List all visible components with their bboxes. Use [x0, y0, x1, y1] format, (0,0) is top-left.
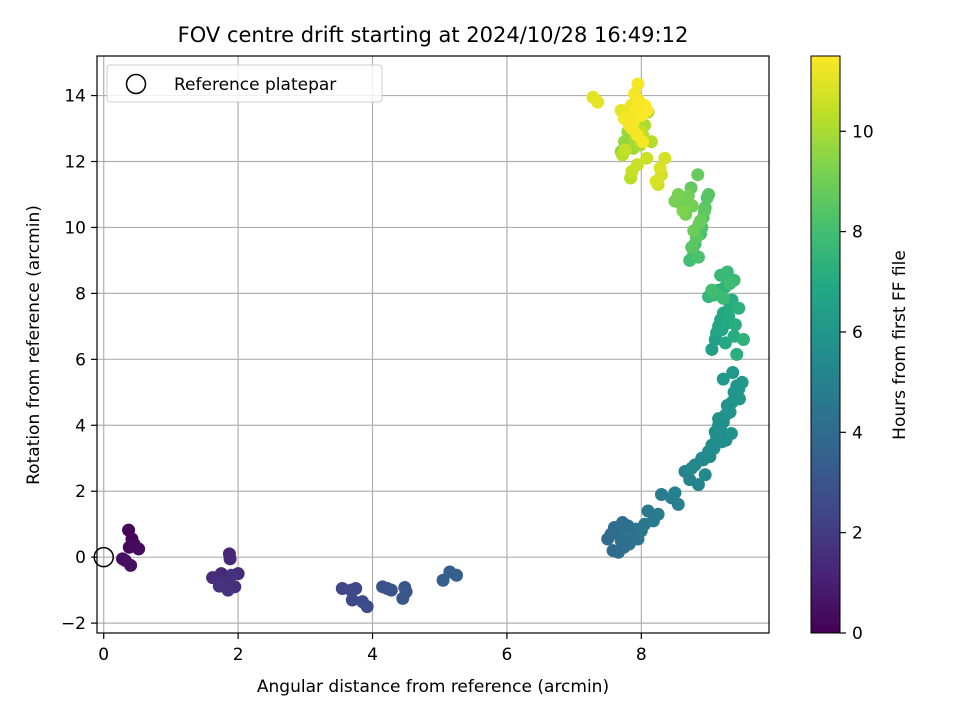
- chart-title: FOV centre drift starting at 2024/10/28 …: [178, 23, 689, 47]
- data-point: [732, 392, 746, 406]
- data-point: [681, 189, 695, 203]
- data-point: [224, 568, 238, 582]
- data-points: [116, 77, 750, 614]
- data-point: [384, 583, 398, 597]
- data-point: [697, 204, 711, 218]
- data-point: [212, 579, 226, 593]
- data-point: [685, 240, 699, 254]
- data-point: [349, 581, 363, 595]
- data-point: [641, 504, 655, 518]
- data-point: [654, 488, 668, 502]
- data-point: [618, 143, 632, 157]
- colorbar-gradient: [810, 55, 841, 634]
- data-point: [705, 283, 719, 297]
- data-point: [625, 529, 639, 543]
- y-axis-ticks: −2 0 2 4 6 8 10 12 14: [61, 87, 97, 634]
- data-point: [730, 347, 744, 361]
- colorbar-tick-label: 10: [852, 122, 874, 142]
- colorbar-ticks: 0 2 4 6 8 10: [840, 122, 874, 644]
- plot-frame: [96, 55, 770, 634]
- data-point: [671, 497, 685, 511]
- data-point: [631, 77, 645, 91]
- data-point: [691, 168, 705, 182]
- y-tick-label: 10: [64, 218, 86, 238]
- x-tick-label: 8: [636, 645, 647, 665]
- data-point: [630, 158, 644, 172]
- data-point: [658, 151, 672, 165]
- data-point: [640, 151, 654, 165]
- data-point: [724, 427, 738, 441]
- data-point: [723, 405, 737, 419]
- data-point: [707, 441, 721, 455]
- data-point: [691, 250, 705, 264]
- data-point: [626, 115, 640, 129]
- data-point: [649, 174, 663, 188]
- data-point: [732, 301, 746, 315]
- data-point: [450, 568, 464, 582]
- data-point: [360, 600, 374, 614]
- data-point: [132, 542, 146, 556]
- data-point: [716, 291, 730, 305]
- data-point: [693, 214, 707, 228]
- legend: Reference platepar: [106, 64, 383, 103]
- data-point: [712, 412, 726, 426]
- data-point: [730, 379, 744, 393]
- data-point: [621, 519, 635, 533]
- data-point: [705, 342, 719, 356]
- legend-label: Reference platepar: [174, 75, 336, 95]
- data-point: [676, 204, 690, 218]
- data-point: [687, 224, 701, 238]
- colorbar-tick-label: 6: [852, 323, 863, 343]
- data-point: [698, 468, 712, 482]
- data-point: [736, 333, 750, 347]
- y-tick-label: 8: [75, 284, 86, 304]
- data-point: [726, 366, 740, 380]
- y-tick-label: −2: [61, 614, 86, 634]
- data-point: [671, 187, 685, 201]
- grid-lines: [97, 56, 769, 633]
- legend-marker-icon: [125, 73, 147, 95]
- data-point: [691, 478, 705, 492]
- x-tick-label: 4: [367, 645, 378, 665]
- data-point: [685, 461, 699, 475]
- x-axis-ticks: 0 2 4 6 8: [98, 633, 647, 665]
- x-tick-label: 0: [98, 645, 109, 665]
- data-point: [632, 94, 646, 108]
- data-point: [716, 372, 730, 386]
- y-tick-label: 14: [64, 87, 86, 107]
- data-point: [702, 187, 716, 201]
- data-point: [345, 593, 359, 607]
- y-tick-label: 2: [75, 482, 86, 502]
- colorbar-label: Hours from first FF file: [890, 250, 910, 440]
- x-axis-label: Angular distance from reference (arcmin): [257, 677, 609, 697]
- x-tick-label: 2: [233, 645, 244, 665]
- colorbar-tick-label: 4: [852, 423, 863, 443]
- legend-box: [106, 64, 383, 103]
- colorbar-tick-label: 0: [852, 624, 863, 644]
- y-axis-label: Rotation from reference (arcmin): [24, 205, 44, 485]
- data-point: [636, 135, 650, 149]
- y-tick-label: 6: [75, 350, 86, 370]
- y-tick-label: 12: [64, 153, 86, 173]
- colorbar-tick-label: 2: [852, 524, 863, 544]
- data-point: [591, 95, 605, 109]
- data-point: [728, 318, 742, 332]
- y-tick-label: 4: [75, 416, 86, 436]
- data-point: [640, 103, 654, 117]
- y-tick-label: 0: [75, 548, 86, 568]
- data-point: [617, 540, 631, 554]
- data-point: [651, 507, 665, 521]
- x-tick-label: 6: [502, 645, 513, 665]
- data-point: [223, 552, 237, 566]
- data-point: [668, 486, 682, 500]
- colorbar-tick-label: 8: [852, 223, 863, 243]
- colorbar: 0 2 4 6 8 10 Hours from first FF file: [810, 55, 910, 644]
- data-point: [124, 558, 138, 572]
- data-point: [653, 161, 667, 175]
- data-point: [723, 277, 737, 291]
- data-point: [396, 591, 410, 605]
